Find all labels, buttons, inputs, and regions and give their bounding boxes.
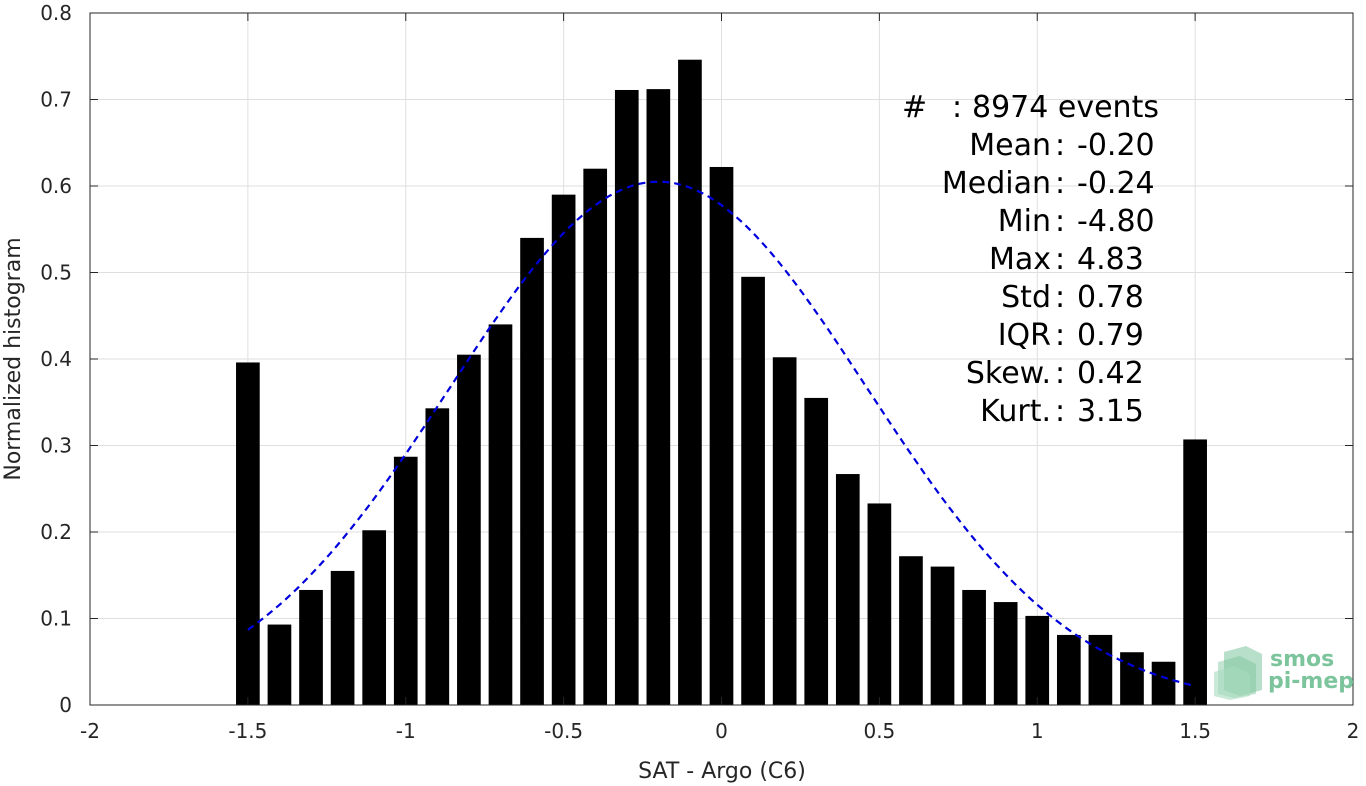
y-tick-labels: 0 0.1 0.2 0.3 0.4 0.5 0.6 0.7 0.8 [40,1,72,717]
histogram-bar [614,89,639,706]
histogram-bar [867,503,892,705]
x-tick-label: 1 [1031,719,1044,743]
histogram-bar [299,589,323,705]
stat-label: Mean [969,128,1051,163]
logo-line1: smos [1270,647,1334,672]
stat-row: Skew.:0.42 [966,356,1144,391]
histogram-bar [962,589,986,705]
stat-separator: : [1055,318,1065,353]
y-tick-label: 0.7 [40,88,72,112]
histogram-bar [741,276,765,705]
x-tick-label: 1.5 [1179,719,1211,743]
y-tick-label: 0.1 [40,607,72,631]
x-tick-label: -0.5 [544,719,583,743]
stat-row: Kurt.:3.15 [980,394,1144,429]
histogram-bar [709,166,734,706]
bars [236,59,1207,706]
x-tick-label: 0.5 [863,719,895,743]
stat-row: Median: -0.24 [942,166,1155,201]
histogram-bar [993,602,1018,705]
gaussian-fit-curve [247,180,1196,688]
stat-value: -0.20 [1077,128,1155,163]
stat-separator: : [1055,280,1065,315]
histogram-bar [1025,615,1050,705]
y-tick-label: 0.4 [40,347,72,371]
stat-label: Max [989,242,1051,277]
stat-row: Min: -4.80 [998,204,1155,239]
stat-label: IQR [998,318,1051,353]
histogram-bar [488,324,513,705]
stat-row: Mean: -0.20 [969,128,1154,163]
histogram-bar [835,474,860,705]
stat-separator: : [1055,242,1065,277]
histogram-bar [1056,634,1081,705]
stat-value: 0.79 [1077,318,1144,353]
stat-row: Std:0.78 [1001,280,1144,315]
y-tick-label: 0.2 [40,520,72,544]
histogram-bar [425,408,450,705]
stat-label: Skew. [966,356,1051,391]
histogram-bar [772,357,797,705]
histogram-bar [1183,439,1207,705]
stat-value: 0.42 [1077,356,1144,391]
stat-label: # [902,90,927,125]
x-tick-label: -1 [396,719,416,743]
stat-label: Min [998,204,1051,239]
stat-value: -4.80 [1077,204,1155,239]
x-tick-label: -2 [80,719,100,743]
y-tick-label: 0.5 [40,261,72,285]
stat-value: 8974 events [972,90,1159,125]
histogram-bar [1151,661,1176,705]
stat-label: Std [1001,280,1051,315]
stat-value: 3.15 [1077,394,1144,429]
histogram-bar [930,566,955,705]
histogram-bar [330,570,355,705]
histogram-bar [362,530,387,705]
stat-separator: : [952,90,962,125]
stat-row: #:8974 events [902,90,1159,125]
y-tick-label: 0.8 [40,1,72,25]
histogram-bar [457,354,481,705]
histogram-bar [1088,634,1113,705]
axis-ticks [89,12,1354,706]
histogram-bar [1120,652,1144,705]
histogram-bar [804,397,829,705]
histogram-bar [393,456,418,705]
y-axis-title: Normalized histogram [1,237,26,480]
histogram-bar [583,168,608,705]
histogram-bar [899,556,923,705]
smos-pi-mep-logo: smos pi-mep [1214,646,1354,700]
stat-label: Median [942,166,1051,201]
histogram-bar [520,237,544,705]
logo-line2: pi-mep [1268,669,1354,694]
stat-separator: : [1055,204,1065,239]
stat-separator: : [1055,128,1065,163]
logo-mark-icon [1214,646,1262,700]
histogram-bar [551,194,576,705]
y-tick-label: 0 [59,693,72,717]
stat-separator: : [1055,394,1065,429]
y-tick-label: 0.3 [40,434,72,458]
x-tick-label: 2 [1347,719,1360,743]
stat-separator: : [1055,166,1065,201]
x-axis-title: SAT - Argo (C6) [638,759,806,784]
x-tick-labels: -2 -1.5 -1 -0.5 0 0.5 1 1.5 2 [80,719,1359,743]
y-tick-label: 0.6 [40,174,72,198]
stat-value: -0.24 [1077,166,1155,201]
x-tick-label: 0 [715,719,728,743]
stat-separator: : [1055,356,1065,391]
stat-label: Kurt. [980,394,1051,429]
stat-value: 4.83 [1077,242,1144,277]
stat-value: 0.78 [1077,280,1144,315]
x-tick-label: -1.5 [228,719,267,743]
stat-row: IQR:0.79 [998,318,1144,353]
histogram-bar [236,362,260,705]
histogram-bar [646,89,671,706]
histogram-bar [267,624,292,705]
stat-row: Max:4.83 [989,242,1144,277]
histogram-bar [678,59,702,705]
